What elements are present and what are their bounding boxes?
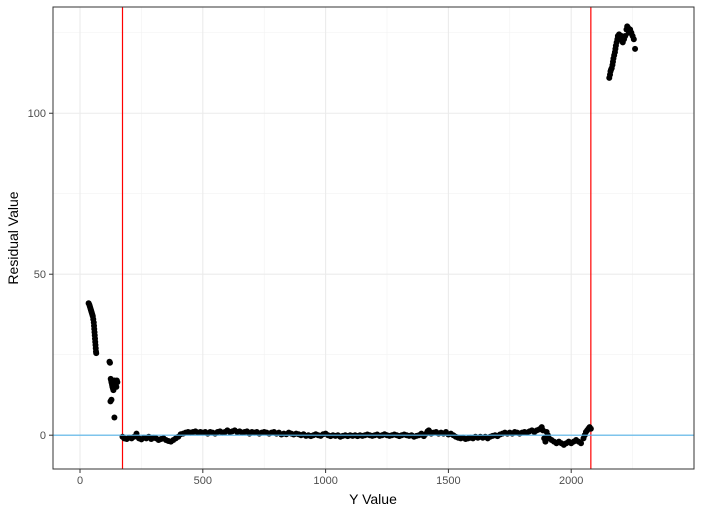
data-point [587,425,594,432]
x-tick-label: 500 [194,475,212,487]
data-point [630,36,637,43]
data-point [111,414,118,421]
y-tick-label: 50 [34,269,46,281]
y-axis-title: Residual Value [5,191,21,284]
data-point [578,440,585,447]
minor-grid [53,7,694,469]
x-tick-label: 1000 [313,475,337,487]
reference-vertical-lines [121,7,592,469]
data-point [107,398,114,405]
y-tick-label: 100 [28,108,46,120]
plot-background [53,7,694,469]
x-tick-label: 2000 [559,475,583,487]
x-axis-ticks: 0 500 1000 1500 2000 [77,469,583,487]
x-tick-label: 0 [77,475,83,487]
y-axis-ticks: 0 50 100 [28,108,53,442]
data-point [114,379,121,386]
data-point [93,350,100,357]
data-point [113,383,120,390]
x-axis-title: Y Value [349,491,397,507]
x-tick-label: 1500 [436,475,460,487]
data-point [632,45,639,52]
plot-panel-border [52,6,695,470]
data-point [106,359,113,366]
y-tick-label: 0 [40,430,46,442]
